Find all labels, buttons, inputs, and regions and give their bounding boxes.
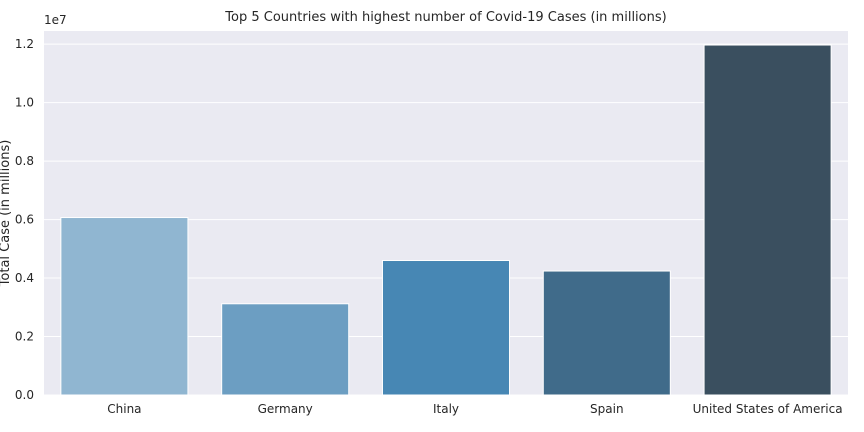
y-axis-ticks: 0.0 0.2 0.4 0.6 0.8 1.0 1.2: [15, 37, 34, 402]
x-tick-label: United States of America: [693, 402, 843, 416]
y-tick-label: 0.2: [15, 330, 34, 344]
x-tick-label: Italy: [433, 402, 459, 416]
y-tick-label: 1.2: [15, 37, 34, 51]
y-tick-label: 0.4: [15, 271, 34, 285]
bar-china: [60, 217, 189, 396]
y-axis-label: Total Case (in millions): [0, 140, 13, 288]
bars: [60, 44, 832, 396]
y-tick-label: 0.0: [15, 388, 34, 402]
y-tick-label: 0.6: [15, 213, 34, 227]
bar-italy: [381, 260, 511, 396]
y-tick-label: 0.8: [15, 154, 34, 168]
x-axis-ticks: China Germany Italy Spain United States of A…: [107, 402, 842, 416]
y-axis-offset-label: 1e7: [44, 13, 67, 27]
x-tick-label: Germany: [258, 402, 313, 416]
bar-united-states-of-america: [703, 44, 832, 396]
chart-title: Top 5 Countries with highest number of C…: [224, 10, 666, 25]
bar-spain: [542, 270, 671, 396]
x-tick-label: Spain: [590, 402, 624, 416]
y-tick-label: 1.0: [15, 96, 34, 110]
bar-germany: [221, 303, 350, 396]
x-tick-label: China: [107, 402, 141, 416]
